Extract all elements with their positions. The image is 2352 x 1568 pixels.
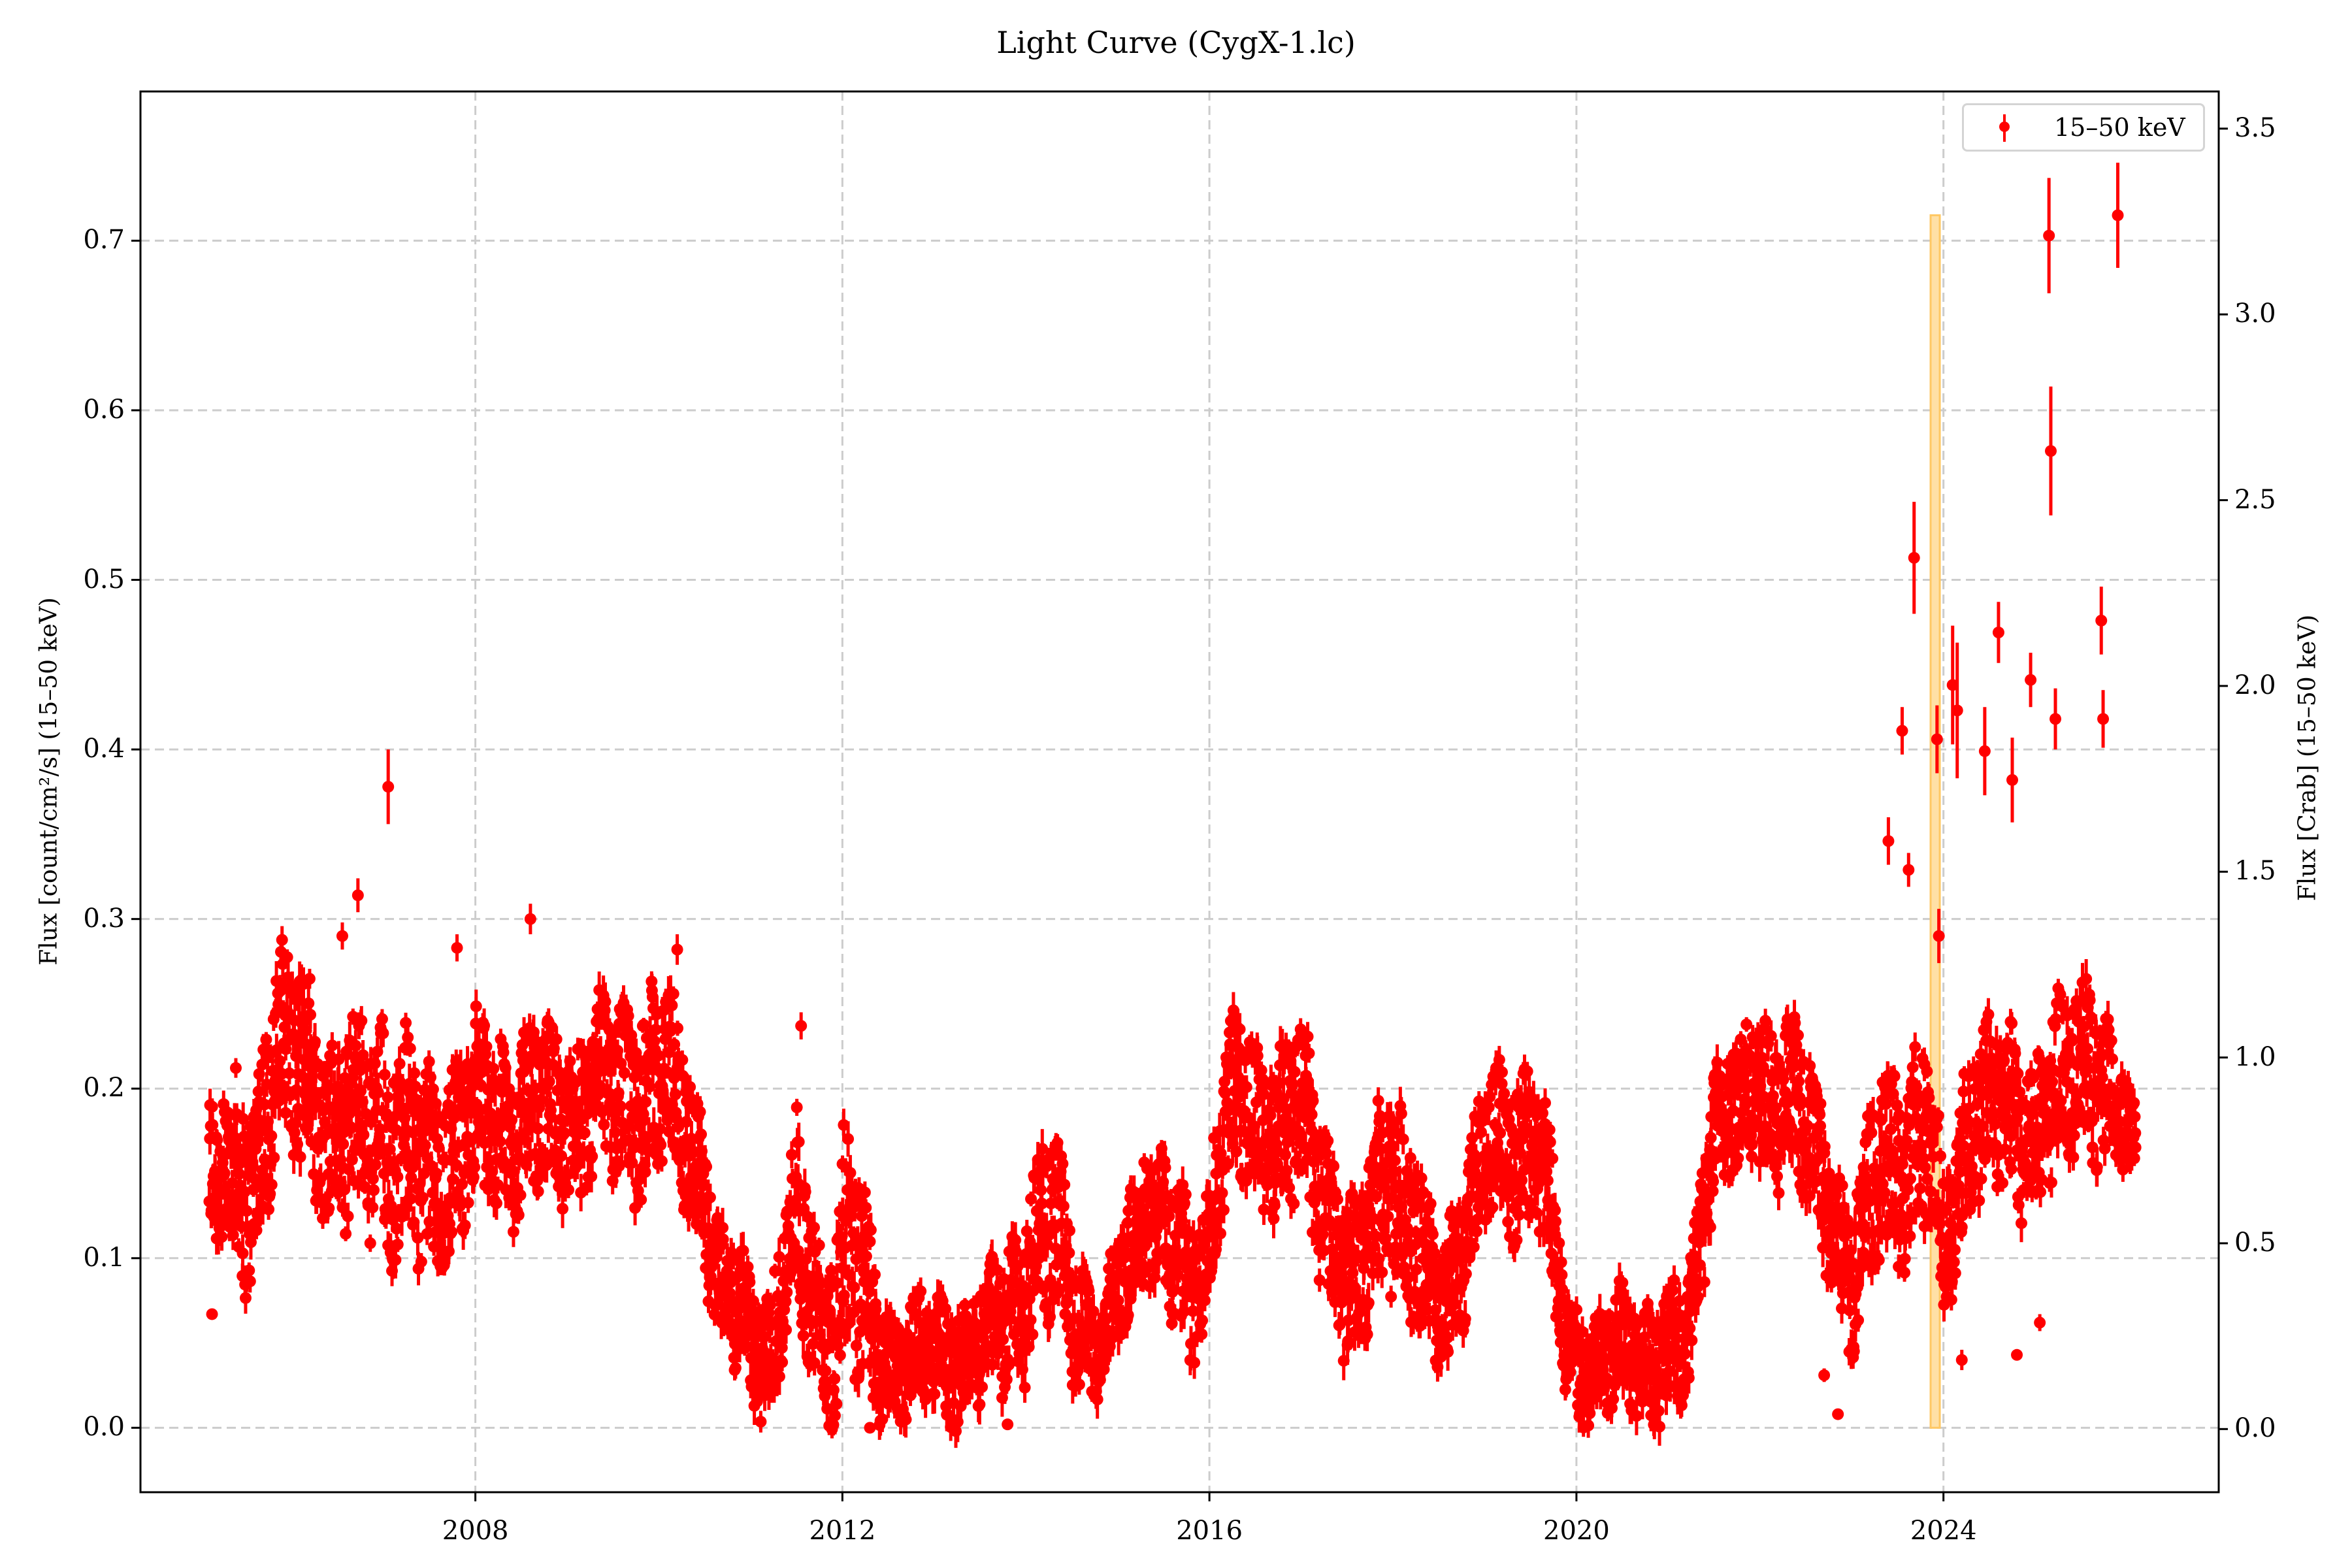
- y-tick-label-left: 0.7: [83, 225, 125, 255]
- legend-label: 15–50 keV: [2054, 113, 2185, 142]
- y-tick-label-right: 2.5: [2234, 484, 2276, 515]
- y-tick-label-right: 1.0: [2234, 1041, 2276, 1072]
- data-series-15-50kev: [203, 163, 2142, 1448]
- y-axis-label-left: Flux [count/cm²/s] (15–50 keV): [35, 597, 63, 966]
- y-tick-label-left: 0.2: [83, 1073, 125, 1103]
- chart-title: Light Curve (CygX-1.lc): [996, 25, 1356, 60]
- x-tick-label: 2016: [1176, 1516, 1243, 1546]
- y-tick-label-right: 3.5: [2234, 112, 2276, 143]
- grid-lines: [140, 91, 2219, 1492]
- y-tick-label-left: 0.4: [83, 734, 125, 764]
- y-tick-label-right: 0.5: [2234, 1227, 2276, 1258]
- x-tick-label: 2008: [442, 1516, 509, 1546]
- y-tick-label-left: 0.0: [83, 1412, 125, 1443]
- y-axis-label-right: Flux [Crab] (15–50 keV): [2294, 614, 2321, 902]
- legend: 15–50 keV: [1962, 103, 2205, 152]
- y-tick-label-right: 2.0: [2234, 670, 2276, 700]
- y-tick-label-left: 0.5: [83, 564, 125, 595]
- y-tick-label-left: 0.6: [83, 394, 125, 425]
- y-tick-label-right: 0.0: [2234, 1413, 2276, 1444]
- y-tick-label-left: 0.1: [83, 1242, 125, 1273]
- x-tick-label: 2024: [1910, 1516, 1977, 1546]
- y-tick-label-right: 1.5: [2234, 856, 2276, 887]
- tick-marks: [131, 127, 2228, 1501]
- x-tick-label: 2020: [1543, 1516, 1610, 1546]
- x-tick-label: 2012: [809, 1516, 876, 1546]
- y-tick-label-right: 3.0: [2234, 299, 2276, 329]
- y-tick-label-left: 0.3: [83, 903, 125, 934]
- axes-frame: [139, 90, 2220, 1494]
- errorbar-marker-icon: [1999, 114, 2010, 142]
